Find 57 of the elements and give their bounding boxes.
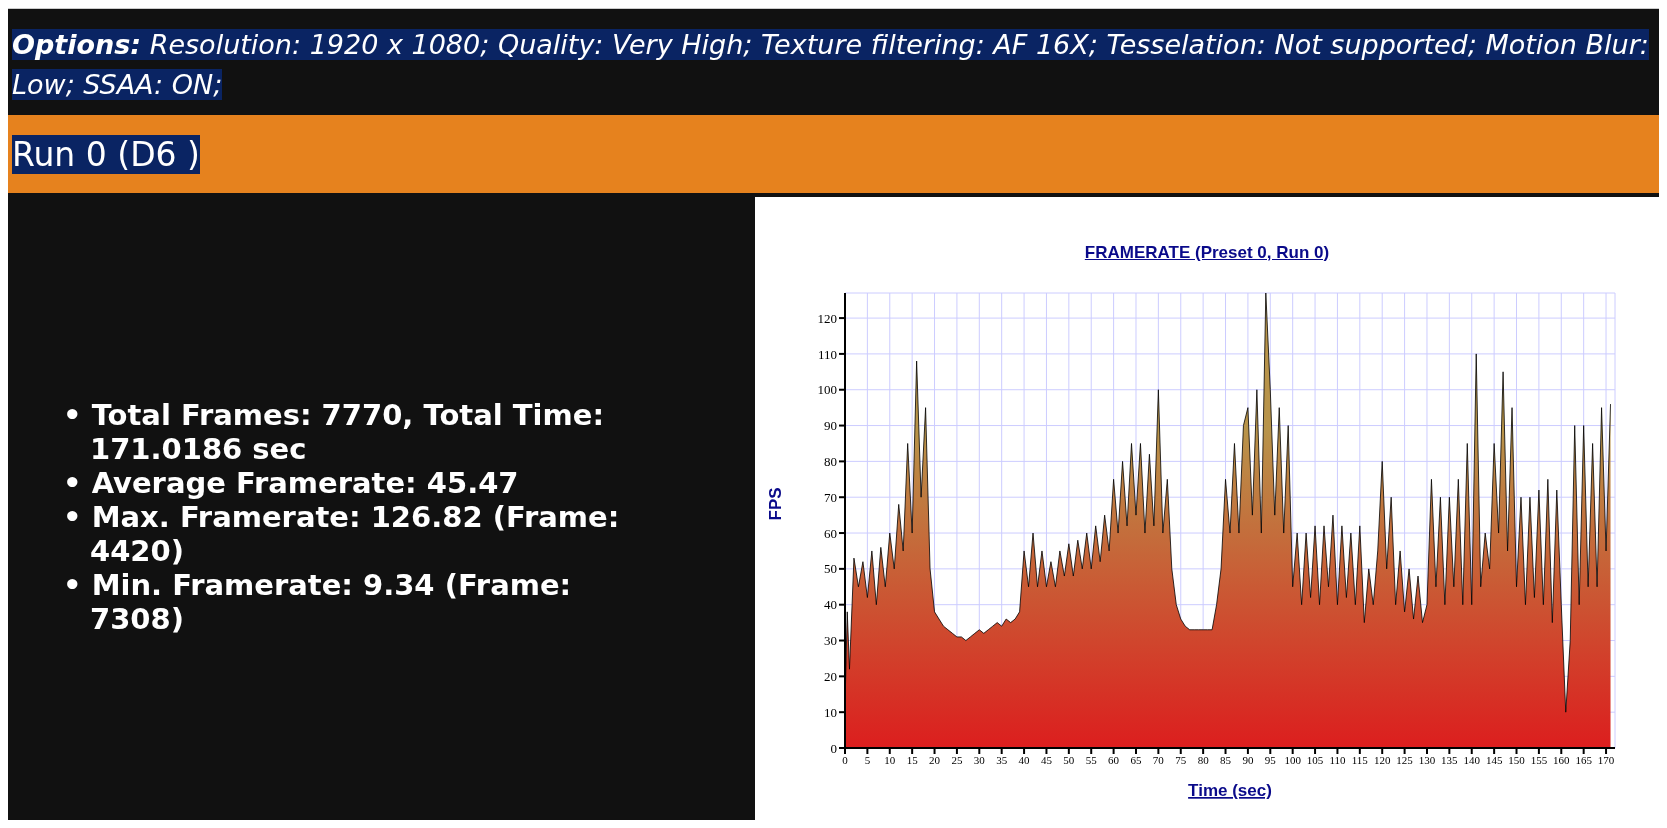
y-tick-label: 70 — [824, 489, 837, 505]
y-tick-label: 60 — [824, 525, 837, 541]
x-tick-label: 85 — [1220, 753, 1232, 766]
y-tick-label: 80 — [824, 454, 837, 469]
y-tick-label: 50 — [824, 561, 837, 577]
x-tick-label: 160 — [1553, 753, 1571, 766]
x-tick-label: 80 — [1197, 753, 1210, 766]
x-tick-label: 170 — [1597, 753, 1615, 766]
x-tick-label: 15 — [906, 753, 919, 766]
x-tick-label: 5 — [864, 753, 871, 766]
x-tick-label: 135 — [1441, 753, 1459, 766]
x-axis-title: Time (sec) — [1188, 781, 1272, 800]
y-tick-label: 100 — [817, 382, 837, 398]
y-tick-label: 0 — [830, 740, 837, 756]
x-tick-label: 30 — [973, 753, 986, 766]
text: • Total Frames: 7770, Total Time: 171.0186 sec — [63, 398, 605, 466]
chart-title: FRAMERATE (Preset 0, Run 0) — [1083, 243, 1331, 263]
x-tick-label: 140 — [1463, 753, 1481, 766]
y-axis-title: FPS — [766, 487, 786, 521]
x-tick-label: 120 — [1373, 753, 1391, 766]
text: • Min. Framerate: 9.34 (Frame: 7308) — [63, 568, 573, 636]
y-tick-label: 10 — [824, 704, 837, 720]
y-tick-label: 30 — [824, 633, 837, 649]
x-tick-label: 95 — [1264, 753, 1277, 766]
x-tick-label: 125 — [1396, 753, 1414, 766]
x-tick-label: 155 — [1530, 753, 1548, 766]
x-tick-label: 50 — [1063, 753, 1075, 766]
x-tick-label: 0 — [842, 753, 849, 766]
x-tick-label: 150 — [1508, 753, 1526, 766]
x-tick-label: 145 — [1485, 753, 1503, 766]
x-tick-label: 165 — [1575, 753, 1593, 766]
x-tick-label: 35 — [996, 753, 1008, 766]
text: Options: Resolution: 1920 x 1080; Quality: Very High; Texture filtering: AF 16X; Tesselation: Not supported; Motion Blur: Low; SSAA: ON; — [12, 29, 1649, 100]
x-tick-label: 100 — [1284, 753, 1302, 766]
x-tick-label: 65 — [1130, 753, 1142, 766]
x-tick-label: 40 — [1018, 753, 1031, 766]
x-tick-label: 110 — [1329, 753, 1346, 766]
y-tick-label: 120 — [817, 310, 837, 326]
x-tick-label: 90 — [1242, 753, 1254, 766]
x-tick-label: 105 — [1306, 753, 1324, 766]
x-tick-label: 75 — [1175, 753, 1187, 766]
text: Run 0 (D6 ) — [12, 134, 200, 174]
text: • Average Framerate: 45.47 — [63, 466, 520, 500]
x-tick-label: 70 — [1152, 753, 1165, 766]
x-tick-label: 25 — [951, 753, 963, 766]
text: • Max. Framerate: 126.82 (Frame: 4420) — [63, 500, 621, 568]
x-tick-label: 10 — [884, 753, 896, 766]
y-tick-label: 40 — [824, 597, 837, 613]
y-tick-label: 90 — [824, 418, 837, 434]
x-tick-label: 20 — [929, 753, 941, 766]
x-tick-label: 60 — [1108, 753, 1120, 766]
y-tick-label: 20 — [824, 668, 837, 684]
x-tick-label: 115 — [1351, 753, 1369, 766]
y-tick-label: 110 — [817, 346, 837, 362]
x-tick-label: 55 — [1085, 753, 1098, 766]
x-tick-label: 45 — [1040, 753, 1053, 766]
x-tick-label: 130 — [1418, 753, 1436, 766]
